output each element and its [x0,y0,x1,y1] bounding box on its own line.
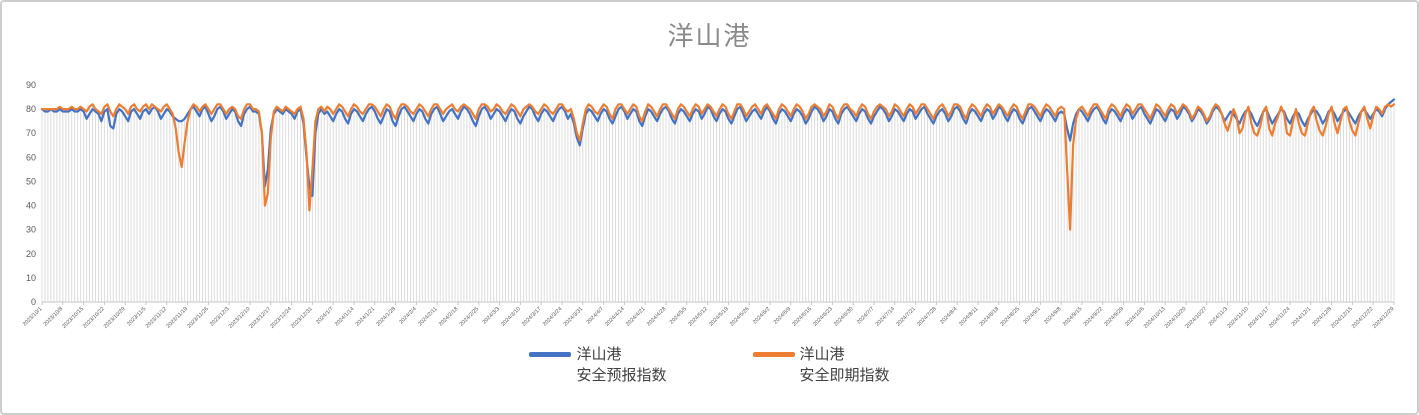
svg-text:2024/3/24: 2024/3/24 [542,306,564,328]
svg-text:40: 40 [26,201,36,211]
legend-label-forecast-line2: 安全预报指数 [576,367,667,384]
svg-text:2024/6/9: 2024/6/9 [773,306,792,325]
svg-text:2024/11/24: 2024/11/24 [1268,306,1291,329]
svg-text:2024/10/6: 2024/10/6 [1124,306,1146,328]
svg-text:10: 10 [26,273,36,283]
svg-text:2023/10/8: 2023/10/8 [43,306,65,328]
legend: 洋山港 安全预报指数 洋山港 安全即期指数 [2,344,1417,406]
svg-text:2024/7/21: 2024/7/21 [895,306,917,328]
svg-text:60: 60 [26,152,36,162]
chart-title: 洋山港 [667,21,752,51]
svg-text:2024/6/23: 2024/6/23 [812,306,834,328]
svg-text:2024/8/18: 2024/8/18 [979,306,1001,328]
legend-label-spot: 洋山港 安全即期指数 [800,344,890,386]
svg-text:2024/11/10: 2024/11/10 [1226,306,1249,329]
svg-text:2024/1/21: 2024/1/21 [355,306,377,328]
legend-line-swatch-spot [752,352,795,357]
svg-text:2023/11/12: 2023/11/12 [145,306,168,329]
y-axis-labels: 0 10 20 30 40 50 60 70 80 90 [26,80,36,307]
svg-text:2024/5/26: 2024/5/26 [729,306,751,328]
svg-text:0: 0 [31,297,36,307]
svg-text:2023/11/5: 2023/11/5 [126,306,147,327]
svg-text:2024/2/25: 2024/2/25 [459,306,481,328]
svg-text:2024/8/4: 2024/8/4 [939,306,958,325]
svg-text:2023/10/1: 2023/10/1 [22,306,44,328]
svg-text:2024/4/7: 2024/4/7 [586,306,605,325]
svg-text:30: 30 [26,225,36,235]
svg-text:2024/12/29: 2024/12/29 [1372,306,1396,330]
svg-text:2024/12/8: 2024/12/8 [1311,306,1333,328]
svg-text:2024/2/4: 2024/2/4 [398,306,417,325]
svg-text:2024/1/28: 2024/1/28 [375,306,397,328]
svg-text:2024/9/29: 2024/9/29 [1103,306,1125,328]
series-line-spot [40,103,1396,231]
droplines [41,99,1395,302]
svg-text:2024/4/21: 2024/4/21 [625,306,647,328]
legend-item-spot[interactable]: 洋山港 安全即期指数 [752,344,890,386]
svg-text:2024/5/19: 2024/5/19 [708,306,730,328]
svg-text:2024/9/8: 2024/9/8 [1043,306,1062,325]
svg-text:2024/11/17: 2024/11/17 [1247,306,1270,329]
svg-text:2023/12/3: 2023/12/3 [209,306,231,328]
svg-text:2024/6/30: 2024/6/30 [833,306,855,328]
svg-text:2024/5/12: 2024/5/12 [687,306,709,328]
x-axis [41,301,1395,305]
svg-text:2024/7/14: 2024/7/14 [875,306,897,328]
svg-text:2023/11/26: 2023/11/26 [186,306,209,329]
svg-text:2024/12/1: 2024/12/1 [1291,306,1313,328]
svg-text:2024/10/27: 2024/10/27 [1185,306,1209,330]
svg-text:2024/9/15: 2024/9/15 [1062,306,1084,328]
legend-item-forecast[interactable]: 洋山港 安全预报指数 [529,344,667,386]
svg-text:2024/1/14: 2024/1/14 [334,306,356,328]
legend-label-forecast-line1: 洋山港 [576,346,622,363]
svg-text:2024/4/28: 2024/4/28 [646,306,668,328]
legend-label-spot-line2: 安全即期指数 [799,367,890,384]
legend-label-spot-line1: 洋山港 [799,346,845,363]
svg-text:2024/1/7: 2024/1/7 [315,306,334,325]
svg-text:2024/3/10: 2024/3/10 [500,306,522,328]
svg-text:50: 50 [26,176,36,186]
svg-text:2024/3/31: 2024/3/31 [563,306,585,328]
svg-text:2024/7/7: 2024/7/7 [856,306,875,325]
svg-text:2024/4/14: 2024/4/14 [604,306,626,328]
svg-text:2023/10/29: 2023/10/29 [103,306,127,330]
series-line-forecast [40,98,1396,197]
svg-text:2024/2/18: 2024/2/18 [438,306,460,328]
svg-text:2024/2/11: 2024/2/11 [417,306,438,327]
svg-text:90: 90 [26,80,36,90]
legend-line-swatch-forecast [529,352,572,357]
x-axis-labels: 2023/10/1 2023/10/82023/10/152023/10/2220… [22,306,1396,330]
svg-text:2024/11/3: 2024/11/3 [1208,306,1229,327]
svg-text:2024/9/1: 2024/9/1 [1022,306,1041,325]
svg-text:2024/8/11: 2024/8/11 [958,306,979,327]
svg-text:2024/3/17: 2024/3/17 [521,306,543,328]
svg-text:2024/7/28: 2024/7/28 [916,306,938,328]
svg-text:2024/6/16: 2024/6/16 [791,306,813,328]
svg-text:2024/5/5: 2024/5/5 [669,306,688,325]
legend-label-forecast: 洋山港 安全预报指数 [576,344,666,386]
svg-text:2024/9/22: 2024/9/22 [1083,306,1105,328]
svg-text:80: 80 [26,104,36,114]
svg-text:2023/11/19: 2023/11/19 [166,306,189,329]
svg-text:2023/12/31: 2023/12/31 [290,306,314,330]
svg-text:2024/3/3: 2024/3/3 [482,306,501,325]
svg-text:2024/8/25: 2024/8/25 [999,306,1021,328]
svg-text:20: 20 [26,249,36,259]
svg-text:2024/6/2: 2024/6/2 [752,306,771,325]
svg-text:70: 70 [26,128,36,138]
